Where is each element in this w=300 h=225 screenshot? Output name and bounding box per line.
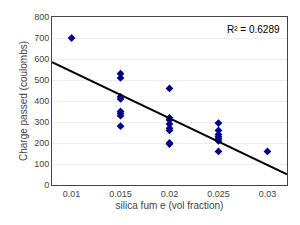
svg-text:0.025: 0.025	[207, 189, 230, 199]
svg-text:0.015: 0.015	[109, 189, 132, 199]
svg-text:silica fum e (vol fraction): silica fum e (vol fraction)	[116, 200, 224, 211]
svg-text:0.02: 0.02	[161, 189, 179, 199]
svg-text:100: 100	[34, 159, 49, 169]
svg-text:500: 500	[34, 75, 49, 85]
svg-text:0.01: 0.01	[63, 189, 81, 199]
svg-text:400: 400	[34, 96, 49, 106]
svg-text:0: 0	[44, 180, 49, 190]
svg-text:200: 200	[34, 138, 49, 148]
svg-text:800: 800	[34, 12, 49, 22]
svg-text:700: 700	[34, 33, 49, 43]
svg-text:R² = 0.6289: R² = 0.6289	[227, 24, 280, 35]
svg-text:Charge passed (coulombs): Charge passed (coulombs)	[18, 41, 29, 161]
svg-text:300: 300	[34, 117, 49, 127]
svg-text:600: 600	[34, 54, 49, 64]
svg-text:0.03: 0.03	[259, 189, 277, 199]
